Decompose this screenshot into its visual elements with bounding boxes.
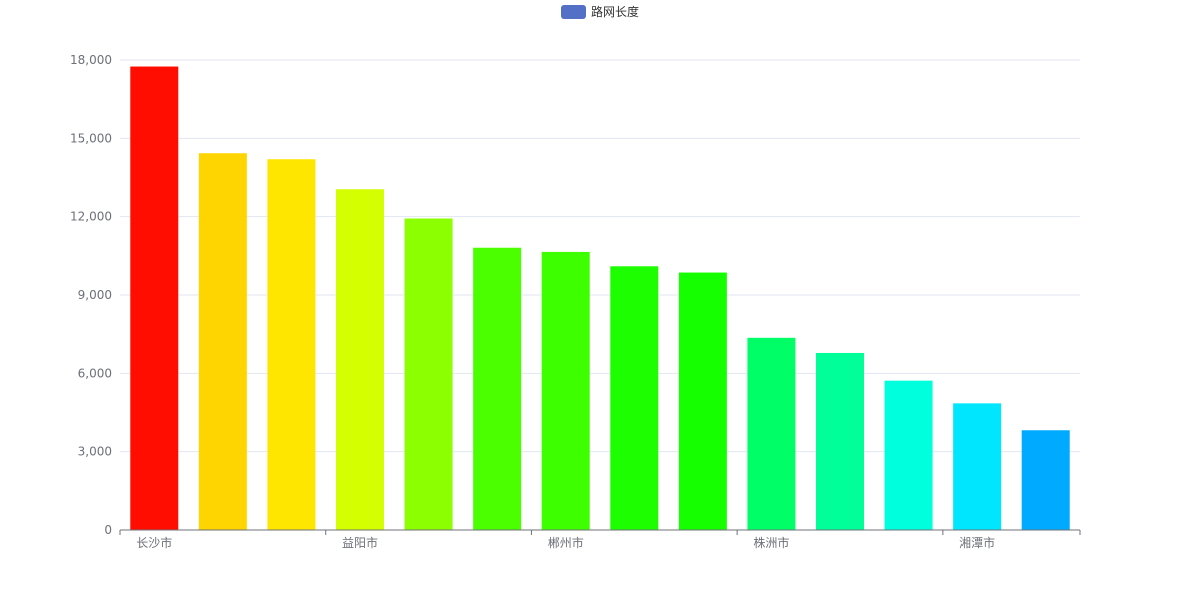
y-axis-ticks: 0 3,000 6,000 9,000 12,000 15,000 18,000 [70,53,112,537]
legend-label: 路网长度 [591,4,639,19]
y-tick-label: 9,000 [78,288,112,302]
bar[interactable] [336,189,384,530]
bars [130,66,1070,531]
x-tick-label: 株洲市 [753,535,789,550]
x-axis: 长沙市 益阳市 郴州市 株洲市 湘潭市 [119,529,1081,550]
bar[interactable] [404,218,453,530]
y-tick-label: 3,000 [78,445,112,459]
bar[interactable] [130,66,179,531]
y-tick-label: 12,000 [70,210,112,224]
legend-swatch [561,5,586,19]
y-tick-label: 6,000 [78,366,112,380]
bar[interactable] [953,403,1002,530]
grid-lines [120,59,1080,453]
x-tick-label: 郴州市 [548,535,584,550]
bar[interactable] [884,380,933,530]
bar[interactable] [816,352,864,530]
legend[interactable]: 路网长度 [561,4,639,19]
bar[interactable] [198,153,247,530]
bar[interactable] [747,337,796,530]
bar[interactable] [1021,430,1070,530]
bar[interactable] [678,272,727,530]
y-tick-label: 15,000 [70,131,112,145]
bar[interactable] [267,159,316,530]
y-tick-label: 18,000 [70,53,112,67]
bar[interactable] [473,247,522,530]
y-tick-label: 0 [104,523,112,537]
x-tick-label: 益阳市 [342,535,378,550]
bar[interactable] [610,266,659,530]
bar[interactable] [541,251,590,530]
x-tick-label: 湘潭市 [959,535,995,550]
x-tick-label: 长沙市 [136,535,172,550]
